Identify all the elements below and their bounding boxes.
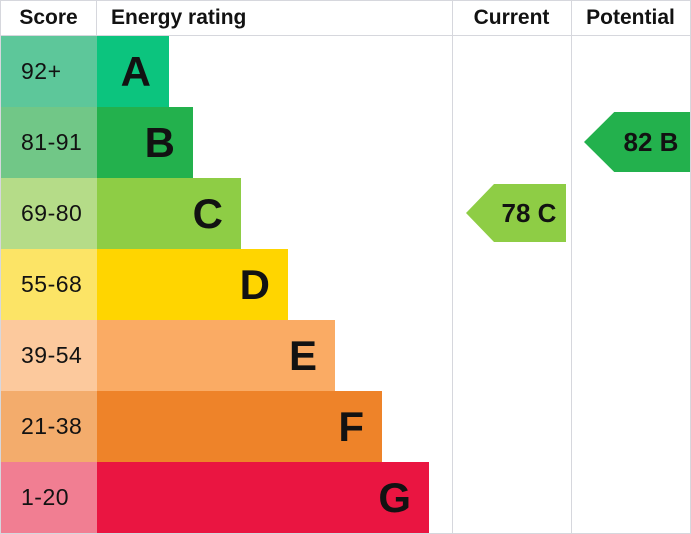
potential-column-header: Potential [586,6,675,29]
table-row: 81-91 B [1,107,690,178]
rating-bar: E [97,320,335,391]
table-header: Score Energy rating Current Potential [1,1,690,36]
rating-letter: G [378,473,411,521]
table-row: 39-54 E [1,320,690,391]
table-row: 1-20 G [1,462,690,533]
score-range-cell: 1-20 [1,462,97,533]
rating-bar: D [97,249,288,320]
current-rating-value: 78 C [501,197,557,228]
rating-letter: B [144,118,175,166]
energy-rating-column-header: Energy rating [111,6,247,29]
table-row: 21-38 F [1,391,690,462]
rating-bar: A [97,36,169,107]
rating-rows: 92+ A 81-91 B 69-80 C 55-68 D 39-54 E 21… [1,36,690,533]
score-range-cell: 39-54 [1,320,97,391]
rating-bar: F [97,391,382,462]
score-range-cell: 81-91 [1,107,97,178]
potential-column-divider [571,1,572,533]
score-range-cell: 21-38 [1,391,97,462]
table-row: 69-80 C [1,178,690,249]
potential-rating-value: 82 B [623,126,679,157]
score-column-header: Score [1,1,97,35]
score-range-cell: 55-68 [1,249,97,320]
rating-letter: D [239,260,270,308]
score-range-cell: 92+ [1,36,97,107]
current-column-divider [452,1,453,533]
rating-bar: C [97,178,241,249]
rating-letter: F [338,402,364,450]
rating-bar: B [97,107,193,178]
rating-letter: A [120,47,151,95]
rating-letter: C [192,189,223,237]
rating-letter: E [288,331,317,379]
table-row: 92+ A [1,36,690,107]
rating-bar: G [97,462,429,533]
score-range-cell: 69-80 [1,178,97,249]
current-column-header: Current [473,6,550,29]
table-row: 55-68 D [1,249,690,320]
